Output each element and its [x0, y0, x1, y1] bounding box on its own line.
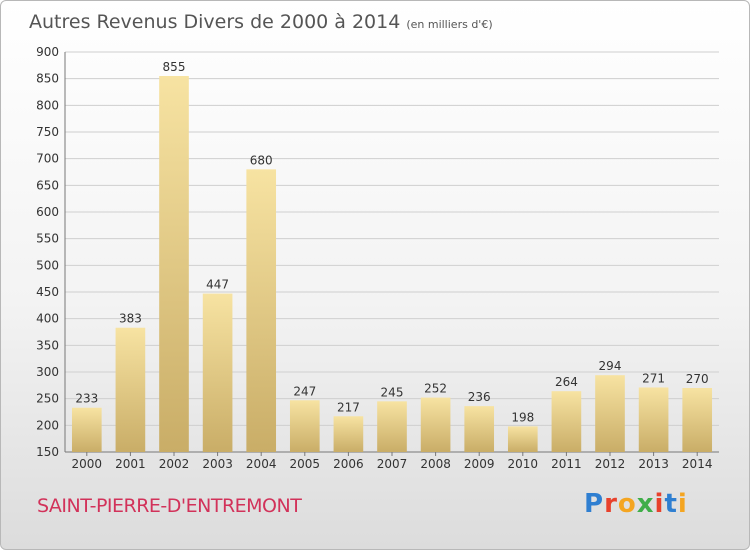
- y-tick-label: 900: [36, 45, 59, 59]
- bar-value-label: 383: [119, 312, 142, 326]
- x-tick-label: 2007: [377, 457, 408, 471]
- y-tick-label: 200: [36, 418, 59, 432]
- x-tick-label: 2005: [290, 457, 321, 471]
- bar[interactable]: [638, 387, 669, 452]
- bar-value-label: 271: [642, 371, 665, 385]
- x-tick-label: 2011: [551, 457, 582, 471]
- bars: [71, 76, 713, 453]
- bar[interactable]: [71, 407, 102, 452]
- x-tick-label: 2009: [464, 457, 495, 471]
- y-tick-label: 250: [36, 392, 59, 406]
- logo-letter: r: [604, 489, 618, 519]
- y-tick-label: 450: [36, 285, 59, 299]
- proxiti-logo[interactable]: Proxiti: [584, 489, 688, 519]
- bar-value-label: 252: [424, 382, 447, 396]
- chart-title: Autres Revenus Divers de 2000 à 2014 (en …: [29, 11, 493, 33]
- bar-value-label: 198: [511, 410, 534, 424]
- bar[interactable]: [202, 293, 233, 452]
- bar-value-label: 217: [337, 400, 360, 414]
- bar[interactable]: [420, 397, 451, 452]
- logo-letter: P: [584, 489, 605, 519]
- labels: 150 200 250 300 350 400 450 500 550 600 650 700 750 8…: [36, 45, 712, 471]
- y-tick-label: 550: [36, 232, 59, 246]
- bar-value-label: 294: [599, 359, 622, 373]
- x-tick-label: 2003: [202, 457, 233, 471]
- bar[interactable]: [464, 406, 495, 452]
- x-tick-label: 2001: [115, 457, 146, 471]
- bar-value-label: 264: [555, 375, 578, 389]
- x-tick-label: 2000: [72, 457, 103, 471]
- y-tick-label: 300: [36, 365, 59, 379]
- bar-value-label: 247: [293, 384, 316, 398]
- bar-value-label: 270: [686, 372, 709, 386]
- bar[interactable]: [246, 169, 277, 453]
- y-tick-label: 650: [36, 178, 59, 192]
- logo-letter: i: [654, 489, 665, 519]
- bar-value-label: 855: [163, 60, 186, 74]
- x-tick-label: 2002: [159, 457, 190, 471]
- bar[interactable]: [507, 426, 538, 452]
- bar-value-label: 245: [381, 385, 404, 399]
- bar[interactable]: [333, 416, 364, 452]
- x-tick-label: 2013: [638, 457, 669, 471]
- bar[interactable]: [682, 388, 713, 452]
- bar[interactable]: [289, 400, 320, 452]
- title-text: Autres Revenus Divers de 2000 à 2014: [29, 11, 401, 33]
- bar-value-label: 680: [250, 153, 273, 167]
- bar[interactable]: [595, 375, 625, 452]
- y-tick-label: 400: [36, 312, 59, 326]
- x-tick-label: 2006: [333, 457, 364, 471]
- y-tick-label: 350: [36, 338, 59, 352]
- logo-letter: i: [677, 489, 688, 519]
- chart-subtitle: (en milliers d'€): [406, 18, 493, 31]
- logo-letter: t: [664, 489, 678, 519]
- y-tick-label: 150: [36, 445, 59, 459]
- bar[interactable]: [159, 76, 189, 452]
- y-tick-label: 600: [36, 205, 59, 219]
- y-tick-label: 500: [36, 258, 59, 272]
- bar-value-label: 233: [75, 392, 98, 406]
- bar[interactable]: [115, 327, 146, 452]
- bar[interactable]: [377, 401, 407, 452]
- logo-letter: o: [617, 489, 637, 519]
- x-tick-label: 2010: [508, 457, 539, 471]
- y-tick-label: 800: [36, 98, 59, 112]
- x-tick-label: 2014: [682, 457, 713, 471]
- x-tick-label: 2012: [595, 457, 626, 471]
- x-tick-label: 2004: [246, 457, 277, 471]
- logo-letter: x: [636, 489, 655, 519]
- y-tick-label: 700: [36, 152, 59, 166]
- bar[interactable]: [551, 391, 582, 452]
- x-tick-label: 2008: [420, 457, 451, 471]
- y-tick-label: 850: [36, 72, 59, 86]
- bar-value-label: 447: [206, 278, 229, 292]
- commune-name: SAINT-PIERRE-D'ENTREMONT: [37, 495, 302, 517]
- y-tick-label: 750: [36, 125, 59, 139]
- bar-value-label: 236: [468, 390, 491, 404]
